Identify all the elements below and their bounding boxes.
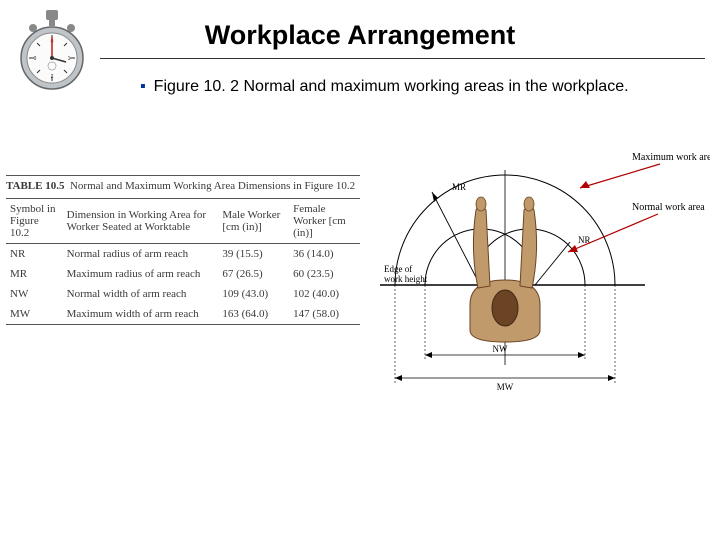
table-caption-prefix: TABLE 10.5: [6, 180, 64, 192]
cell: MR: [6, 264, 63, 284]
cell: 147 (58.0): [289, 304, 360, 325]
cell: 102 (40.0): [289, 284, 360, 304]
cell: Normal width of arm reach: [63, 284, 219, 304]
cell: 163 (64.0): [218, 304, 289, 325]
cell: Normal radius of arm reach: [63, 244, 219, 265]
cell: MW: [6, 304, 63, 325]
table-10-5: TABLE 10.5 Normal and Maximum Working Ar…: [6, 175, 360, 325]
label-edge-2: work height: [384, 274, 428, 284]
cell: 109 (43.0): [218, 284, 289, 304]
cell: NR: [6, 244, 63, 265]
label-max-area: Maximum work area: [632, 152, 710, 163]
cell: 36 (14.0): [289, 244, 360, 265]
svg-text:1: 1: [68, 56, 71, 62]
cell: 67 (26.5): [218, 264, 289, 284]
table-caption: Normal and Maximum Working Area Dimensio…: [70, 180, 355, 192]
cell: Maximum width of arm reach: [63, 304, 219, 325]
table-row: MR Maximum radius of arm reach 67 (26.5)…: [6, 264, 360, 284]
label-edge-1: Edge of: [384, 264, 412, 274]
col-dimension: Dimension in Working Area for Worker Sea…: [63, 199, 219, 244]
page-title: Workplace Arrangement: [0, 20, 720, 51]
label-MR: MR: [452, 182, 466, 192]
working-area-diagram: MR NR Edge of work height: [370, 130, 710, 400]
table-row: MW Maximum width of arm reach 163 (64.0)…: [6, 304, 360, 325]
table-row: NR Normal radius of arm reach 39 (15.5) …: [6, 244, 360, 265]
figure-caption: ▪ Figure 10. 2 Normal and maximum working…: [140, 78, 660, 96]
cell: 60 (23.5): [289, 264, 360, 284]
label-normal-area: Normal work area: [632, 202, 705, 213]
col-symbol: Symbol in Figure 10.2: [6, 199, 63, 244]
title-rule: [100, 58, 705, 59]
cell: 39 (15.5): [218, 244, 289, 265]
cell: Maximum radius of arm reach: [63, 264, 219, 284]
table-row: NW Normal width of arm reach 109 (43.0) …: [6, 284, 360, 304]
svg-text:9: 9: [34, 56, 37, 62]
col-male: Male Worker [cm (in)]: [218, 199, 289, 244]
dimensions-table: Symbol in Figure 10.2 Dimension in Worki…: [6, 198, 360, 325]
label-NW: NW: [493, 344, 508, 354]
cell: NW: [6, 284, 63, 304]
svg-text:2: 2: [51, 74, 54, 80]
col-female: Female Worker [cm (in)]: [289, 199, 360, 244]
bullet-marker: ▪: [140, 78, 146, 95]
label-MW: MW: [497, 382, 514, 392]
figure-caption-text: Figure 10. 2 Normal and maximum working …: [154, 78, 629, 95]
